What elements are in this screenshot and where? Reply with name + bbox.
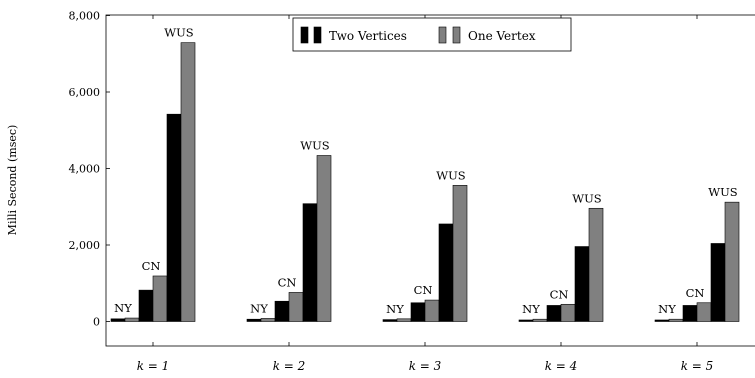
data-label-ny: NY <box>522 302 540 316</box>
bar-marks <box>110 42 740 322</box>
legend: Two Vertices One Vertex <box>292 17 572 52</box>
legend-box <box>292 17 572 52</box>
data-label-wus: WUS <box>436 168 466 182</box>
y-tick-label: 4,000 <box>69 163 101 176</box>
data-label-wus: WUS <box>572 191 602 205</box>
data-label-wus: WUS <box>300 138 330 152</box>
x-tick-label: k = 2 <box>273 359 306 373</box>
data-label-cn: CN <box>142 259 161 273</box>
bar-ny-two-vertices <box>518 319 534 322</box>
bar-wus-one-vertex <box>588 207 604 322</box>
y-tick-label: 0 <box>93 316 100 329</box>
y-axis: 0 2,000 4,000 6,000 8,000 <box>69 10 110 329</box>
bar-wus-two-vertices <box>710 243 726 322</box>
y-tick-label: 6,000 <box>69 86 101 99</box>
legend-label-two-vertices: Two Vertices <box>329 29 407 43</box>
bar-wus-two-vertices <box>166 113 182 322</box>
bar-wus-one-vertex <box>316 155 332 322</box>
bar-cn-one-vertex <box>288 292 304 322</box>
x-tick-label: k = 5 <box>681 359 714 373</box>
bar-cn-two-vertices <box>546 305 562 322</box>
bar-cn-two-vertices <box>138 289 154 322</box>
data-label-cn: CN <box>278 275 297 289</box>
data-label-cn: CN <box>686 286 705 300</box>
data-label-cn: CN <box>550 287 569 301</box>
bar-wus-one-vertex <box>180 42 196 322</box>
data-label-ny: NY <box>114 301 132 315</box>
bar-ny-one-vertex <box>260 318 276 322</box>
data-label-ny: NY <box>658 302 676 316</box>
x-tick-label: k = 1 <box>137 359 170 373</box>
bar-cn-one-vertex <box>424 299 440 322</box>
legend-swatch-two-vertices <box>300 26 309 44</box>
bar-ny-one-vertex <box>124 317 140 322</box>
bar-ny-one-vertex <box>532 318 548 322</box>
data-label-ny: NY <box>250 301 268 315</box>
bar-wus-two-vertices <box>574 246 590 322</box>
bar-cn-one-vertex <box>560 303 576 322</box>
bar-ny-two-vertices <box>382 319 398 322</box>
legend-swatch-one-vertex <box>438 26 447 44</box>
data-label-ny: NY <box>386 302 404 316</box>
x-tick-label: k = 4 <box>545 359 578 373</box>
data-label-wus: WUS <box>708 185 738 199</box>
bar-cn-one-vertex <box>696 302 712 322</box>
x-tick-label: k = 3 <box>409 359 442 373</box>
y-axis-label: Milli Second (msec) <box>6 125 19 236</box>
bar-ny-one-vertex <box>396 318 412 322</box>
legend-swatch-two-vertices <box>313 26 322 44</box>
bar-wus-one-vertex <box>724 201 740 322</box>
plot-frame <box>105 14 755 347</box>
bar-wus-two-vertices <box>438 223 454 322</box>
x-axis: k = 1 k = 2 k = 3 k = 4 k = 5 <box>137 15 714 373</box>
legend-swatch-one-vertex <box>452 26 461 44</box>
data-label-cn: CN <box>414 283 433 297</box>
y-tick-label: 2,000 <box>69 239 101 252</box>
bar-wus-two-vertices <box>302 203 318 322</box>
y-tick-label: 8,000 <box>69 10 101 23</box>
bar-ny-two-vertices <box>654 319 670 322</box>
bar-cn-two-vertices <box>410 302 426 322</box>
bar-ny-two-vertices <box>246 318 262 322</box>
legend-label-one-vertex: One Vertex <box>468 29 536 43</box>
bar-ny-two-vertices <box>110 318 126 322</box>
bar-cn-two-vertices <box>682 305 698 322</box>
data-label-wus: WUS <box>164 26 194 40</box>
bar-wus-one-vertex <box>452 185 468 322</box>
data-labels: NY CN WUS NY CN WUS NY CN WUS NY CN WUS NY CN WUS <box>114 26 738 317</box>
bar-cn-one-vertex <box>152 275 168 322</box>
bar-cn-two-vertices <box>274 300 290 322</box>
bar-ny-one-vertex <box>668 318 684 322</box>
